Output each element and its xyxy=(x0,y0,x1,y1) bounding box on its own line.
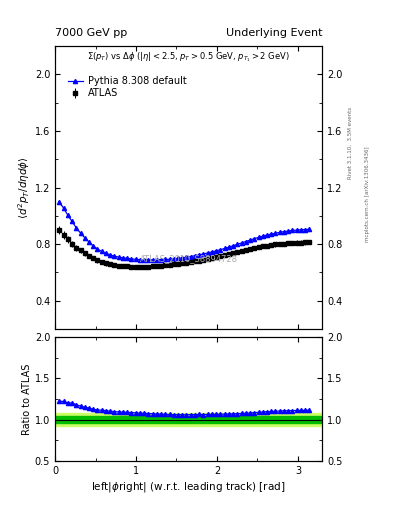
Text: $\Sigma(p_T)$ vs $\Delta\phi$ ($|\eta| < 2.5$, $p_T > 0.5$ GeV, $p_{T_1} > 2$ Ge: $\Sigma(p_T)$ vs $\Delta\phi$ ($|\eta| <… xyxy=(87,50,290,64)
Pythia 8.308 default xyxy=(99,248,104,254)
Y-axis label: Ratio to ATLAS: Ratio to ATLAS xyxy=(22,363,32,435)
Text: Rivet 3.1.10,  3.5M events: Rivet 3.1.10, 3.5M events xyxy=(348,108,353,179)
Y-axis label: $\langle d^2 p_T / d\eta d\phi\rangle$: $\langle d^2 p_T / d\eta d\phi\rangle$ xyxy=(16,156,32,219)
Pythia 8.308 default xyxy=(129,256,134,262)
Bar xyxy=(55,413,322,426)
Text: mcplots.cern.ch [arXiv:1306.3436]: mcplots.cern.ch [arXiv:1306.3436] xyxy=(365,147,371,242)
Line: Pythia 8.308 default: Pythia 8.308 default xyxy=(57,200,312,262)
Text: ATLAS_2010_S8894728: ATLAS_2010_S8894728 xyxy=(140,254,238,263)
Pythia 8.308 default xyxy=(146,257,151,263)
Text: Underlying Event: Underlying Event xyxy=(226,28,322,38)
Pythia 8.308 default xyxy=(121,254,125,261)
X-axis label: left|$\phi$right| (w.r.t. leading track) [rad]: left|$\phi$right| (w.r.t. leading track)… xyxy=(92,480,286,494)
Pythia 8.308 default xyxy=(307,226,312,232)
Bar xyxy=(55,416,322,423)
Text: 7000 GeV pp: 7000 GeV pp xyxy=(55,28,127,38)
Pythia 8.308 default xyxy=(141,257,146,263)
Pythia 8.308 default xyxy=(138,257,142,263)
Pythia 8.308 default xyxy=(57,199,61,205)
Legend: Pythia 8.308 default, ATLAS: Pythia 8.308 default, ATLAS xyxy=(65,74,189,101)
Pythia 8.308 default xyxy=(218,247,223,253)
